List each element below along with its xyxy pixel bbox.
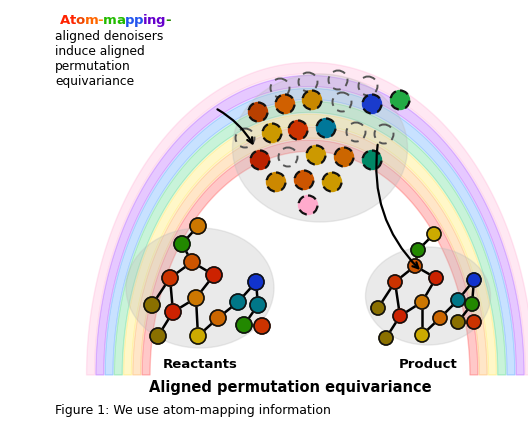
Text: g: g: [156, 14, 165, 27]
Circle shape: [363, 95, 382, 113]
Circle shape: [276, 95, 295, 113]
Polygon shape: [105, 88, 515, 375]
Text: equivariance: equivariance: [55, 75, 134, 88]
Text: o: o: [76, 14, 85, 27]
Circle shape: [429, 271, 443, 285]
Circle shape: [254, 318, 270, 334]
Text: m: m: [103, 14, 117, 27]
Text: a: a: [116, 14, 125, 27]
Text: -: -: [165, 14, 171, 27]
Text: p: p: [125, 14, 134, 27]
Circle shape: [316, 119, 335, 138]
Circle shape: [433, 311, 447, 325]
Circle shape: [388, 275, 402, 289]
Circle shape: [411, 243, 425, 257]
Circle shape: [451, 315, 465, 329]
Polygon shape: [87, 62, 528, 375]
Circle shape: [393, 309, 407, 323]
Circle shape: [408, 259, 422, 273]
Circle shape: [262, 124, 281, 142]
Text: aligned denoisers: aligned denoisers: [55, 30, 163, 43]
Polygon shape: [96, 75, 524, 375]
Circle shape: [306, 146, 325, 164]
Polygon shape: [142, 140, 478, 375]
Circle shape: [371, 301, 385, 315]
Circle shape: [467, 315, 481, 329]
Ellipse shape: [365, 247, 491, 345]
Text: m: m: [84, 14, 98, 27]
Circle shape: [162, 270, 178, 286]
Circle shape: [391, 90, 410, 109]
Circle shape: [248, 274, 264, 290]
Polygon shape: [133, 127, 487, 375]
Circle shape: [363, 151, 382, 169]
Polygon shape: [114, 101, 506, 375]
Circle shape: [249, 103, 268, 121]
Circle shape: [250, 297, 266, 313]
Circle shape: [144, 297, 160, 313]
Circle shape: [298, 195, 317, 215]
Circle shape: [190, 218, 206, 234]
Text: -: -: [98, 14, 103, 27]
Circle shape: [415, 328, 429, 342]
Circle shape: [323, 172, 342, 191]
Circle shape: [415, 295, 429, 309]
Text: i: i: [143, 14, 147, 27]
Circle shape: [174, 236, 190, 252]
Circle shape: [236, 317, 252, 333]
Circle shape: [206, 267, 222, 283]
Circle shape: [465, 297, 479, 311]
Circle shape: [427, 227, 441, 241]
Ellipse shape: [126, 228, 274, 348]
Text: Figure 1: We use atom-mapping information: Figure 1: We use atom-mapping informatio…: [55, 404, 331, 417]
Circle shape: [267, 172, 286, 191]
Circle shape: [451, 293, 465, 307]
Text: permutation: permutation: [55, 60, 131, 73]
Circle shape: [210, 310, 226, 326]
Circle shape: [188, 290, 204, 306]
Text: A: A: [60, 14, 70, 27]
Circle shape: [295, 171, 314, 190]
Circle shape: [303, 90, 322, 109]
Circle shape: [335, 147, 354, 167]
Circle shape: [230, 294, 246, 310]
Text: Aligned permutation equivariance: Aligned permutation equivariance: [149, 380, 431, 395]
Text: p: p: [134, 14, 143, 27]
Circle shape: [379, 331, 393, 345]
Text: n: n: [147, 14, 156, 27]
Text: Reactants: Reactants: [163, 358, 238, 371]
Text: induce aligned: induce aligned: [55, 45, 145, 58]
Circle shape: [250, 151, 269, 169]
Ellipse shape: [232, 74, 408, 222]
Circle shape: [288, 121, 307, 139]
Text: Product: Product: [399, 358, 457, 371]
Circle shape: [184, 254, 200, 270]
Polygon shape: [124, 114, 496, 375]
Circle shape: [467, 273, 481, 287]
Circle shape: [190, 328, 206, 344]
Text: t: t: [70, 14, 76, 27]
Circle shape: [150, 328, 166, 344]
Circle shape: [165, 304, 181, 320]
